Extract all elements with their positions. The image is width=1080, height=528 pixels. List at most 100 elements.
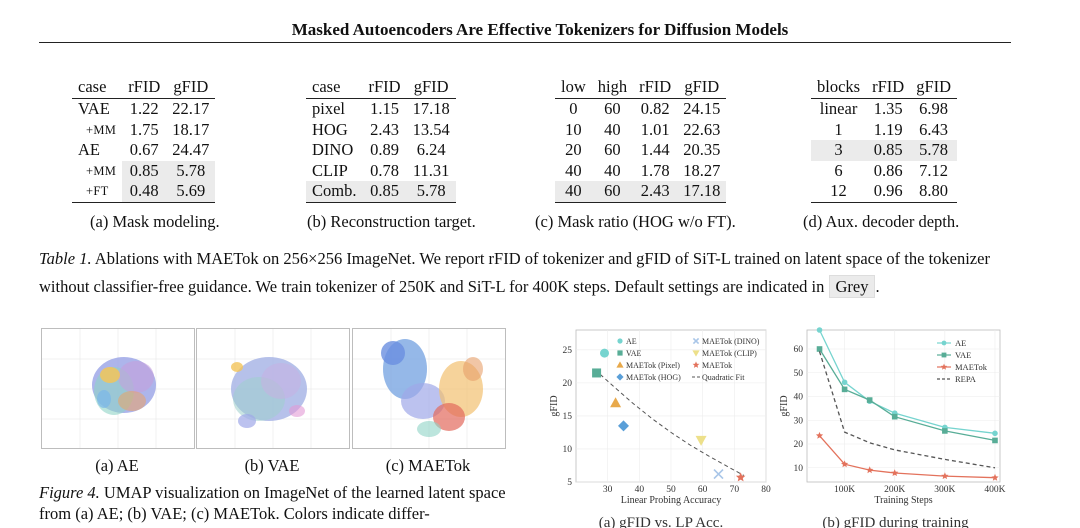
table-cell: +MM xyxy=(86,122,117,137)
table-cell: 10 xyxy=(565,119,582,139)
table-row: Comb. 0.85 5.78 xyxy=(306,181,456,203)
chart-a-point xyxy=(735,472,746,482)
chart-a-legend-marker xyxy=(616,361,624,368)
table-cell: 5.69 xyxy=(166,181,216,203)
table-cell: 0.78 xyxy=(370,160,399,180)
table-cell: 0.67 xyxy=(129,140,159,159)
chart-b-point xyxy=(992,437,998,444)
table-cell: 6 xyxy=(834,160,843,180)
table-cell: 18.17 xyxy=(172,119,210,139)
col-header: high xyxy=(591,76,634,99)
table-row: +MM 0.85 5.78 xyxy=(72,160,216,181)
chart-b-point xyxy=(866,397,873,403)
chart-b-series-line xyxy=(818,348,996,442)
umap-vae-panel xyxy=(196,328,350,449)
chart-b-point xyxy=(841,386,848,393)
chart-b-ytick: 30 xyxy=(794,416,804,426)
grey-indicator: Grey xyxy=(828,275,876,298)
figure4-label: Figure 4. xyxy=(39,483,100,502)
figure4-caption-text: UMAP visualization on ImageNet of the le… xyxy=(39,483,506,523)
table-cell: 2.43 xyxy=(370,119,399,139)
table-c-caption: (c) Mask ratio (HOG w/o FT). xyxy=(535,212,736,231)
table-cell: 0.96 xyxy=(866,181,911,203)
table-cell: +FT xyxy=(72,181,123,203)
chart-b-point xyxy=(942,428,948,434)
umap-maetok-plot xyxy=(353,329,505,448)
table-aux-decoder-depth: blocks rFID gFID linear 1.35 6.98 1 1.19 6.43 3 0.… xyxy=(811,76,958,203)
table-cell: AE xyxy=(78,140,100,159)
table-cell: 6.98 xyxy=(919,99,949,118)
table-cell: 1 xyxy=(834,119,843,139)
chart-b-caption: (b) gFID during training xyxy=(822,515,969,528)
umap-ae-panel xyxy=(41,328,195,449)
chart-b-ytick: 60 xyxy=(794,345,804,355)
table-cell: 5.78 xyxy=(166,160,216,181)
table-cell: 0.48 xyxy=(122,181,167,203)
col-header: rFID xyxy=(633,76,678,99)
table-cell: 3 xyxy=(811,140,867,161)
table-cell: 17.18 xyxy=(412,99,450,118)
table-cell: 1.15 xyxy=(370,99,399,118)
chart-b-xtick: 300K xyxy=(934,485,955,495)
table-cell: 1.01 xyxy=(640,119,670,139)
chart-a-legend-marker xyxy=(617,338,623,344)
chart-b-point xyxy=(992,430,998,437)
table-row: VAE 1.22 22.17 xyxy=(72,99,215,120)
table-cell: 22.63 xyxy=(683,119,721,139)
chart-b-ytick: 50 xyxy=(794,369,804,379)
table-row: 1 1.19 6.43 xyxy=(811,120,957,141)
figure4-caption: Figure 4. UMAP visualization on ImageNet… xyxy=(39,482,539,524)
chart-a-point xyxy=(695,435,707,446)
table-cell: 1.22 xyxy=(129,99,159,118)
table-cell: 2.43 xyxy=(633,181,678,203)
table-cell: 0 xyxy=(569,99,578,118)
table-row: 40 40 1.78 18.27 xyxy=(555,161,726,182)
table-cell: linear xyxy=(819,99,858,118)
chart-a-legend-label: AE xyxy=(626,337,637,346)
table-cell: 12 xyxy=(811,181,867,203)
table-cell: 8.80 xyxy=(910,181,958,203)
table-cell: 40 xyxy=(604,160,621,180)
table-row: 6 0.86 7.12 xyxy=(811,161,957,182)
chart-b-point xyxy=(891,413,898,420)
chart-a-legend-label: MAETok (CLIP) xyxy=(702,349,757,358)
chart-gfid-vs-lp: 30 40 50 60 70 80 5 10 15 20 25 Linear Probing Accu… xyxy=(549,329,771,528)
table-cell: 6.43 xyxy=(919,119,949,139)
table-cell: CLIP xyxy=(312,160,348,180)
chart-a-xtick: 40 xyxy=(635,485,645,495)
col-header: rFID xyxy=(362,76,407,99)
chart-a-xtick: 60 xyxy=(698,485,708,495)
chart-a-legend-marker xyxy=(692,350,700,357)
table-cell: Comb. xyxy=(306,181,363,203)
table-cell: 1.78 xyxy=(640,160,670,180)
table-cell: pixel xyxy=(312,99,345,118)
table-row: +MM 1.75 18.17 xyxy=(72,120,215,141)
col-header: gFID xyxy=(910,76,958,99)
umap-maetok-label: (c) MAETok xyxy=(385,456,471,475)
table-row: 40 60 2.43 17.18 xyxy=(555,181,727,203)
chart-b-xtick: 100K xyxy=(834,485,855,495)
table-cell: HOG xyxy=(312,119,348,139)
table-cell: VAE xyxy=(78,99,110,118)
chart-b-ylabel: gFID xyxy=(779,395,790,416)
table-row: linear 1.35 6.98 xyxy=(811,99,957,120)
chart-a-point xyxy=(610,397,622,408)
table-cell: 0.85 xyxy=(362,181,407,203)
table-mask-modeling: case rFID gFID VAE 1.22 22.17 +MM 1.75 18.17 AE 0.… xyxy=(72,76,216,203)
table-cell: 24.15 xyxy=(683,99,721,118)
chart-a-legend-label: MAETok xyxy=(702,361,732,370)
chart-a-ytick: 25 xyxy=(563,346,573,356)
chart-a-xtick: 50 xyxy=(666,485,676,495)
table-cell: 1.75 xyxy=(129,119,159,139)
umap-vae-plot xyxy=(197,329,349,448)
umap-ae-label: (a) AE xyxy=(95,456,139,475)
table-row: CLIP 0.78 11.31 xyxy=(306,161,456,182)
chart-a-ylabel: gFID xyxy=(549,395,560,416)
table-cell: 40 xyxy=(565,160,582,180)
table-cell: 60 xyxy=(604,140,621,159)
chart-b-xtick: 200K xyxy=(884,485,905,495)
table-cell: 1.44 xyxy=(640,140,670,159)
col-header: case xyxy=(72,76,123,99)
chart-a-ytick: 20 xyxy=(563,379,573,389)
chart-b-point xyxy=(991,473,999,481)
